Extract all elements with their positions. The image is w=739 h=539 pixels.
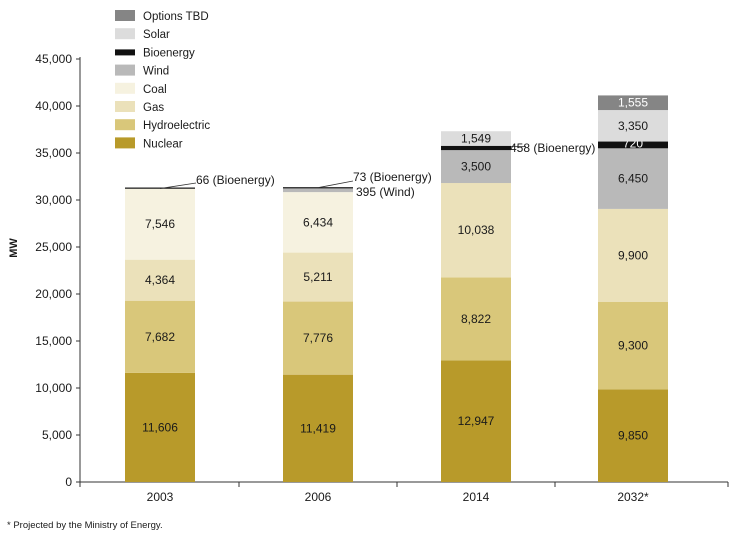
- x-tick-label: 2032*: [617, 490, 649, 504]
- bar-segment-bioenergy: [283, 187, 353, 189]
- x-tick-label: 2006: [305, 490, 332, 504]
- legend-label: Solar: [143, 29, 170, 41]
- x-tick-label: 2003: [147, 490, 174, 504]
- bar-segment-hydroelectric: [441, 277, 511, 361]
- legend-label: Gas: [143, 102, 164, 114]
- data-label: 8,822: [461, 312, 491, 326]
- data-label: 9,900: [618, 248, 648, 262]
- footnote: * Projected by the Ministry of Energy.: [7, 520, 163, 531]
- legend-swatch: [115, 119, 135, 131]
- data-label: 11,606: [142, 420, 178, 434]
- legend-swatch: [115, 101, 135, 112]
- data-label: 12,947: [458, 414, 495, 428]
- bar-segment-gas: [283, 252, 353, 302]
- x-tick-label: 2014: [463, 490, 490, 504]
- data-label: 4,364: [145, 273, 175, 287]
- legend-swatch: [115, 28, 135, 40]
- data-label: 1,555: [618, 96, 648, 110]
- data-label: 7,776: [303, 331, 333, 345]
- legend-swatch: [115, 82, 135, 94]
- bar-segment-coal: [283, 192, 353, 253]
- annotation-label: 66 (Bioenergy): [196, 173, 275, 187]
- y-tick-label: 30,000: [35, 193, 72, 207]
- bar-segment-wind: [598, 148, 668, 209]
- legend-label: Coal: [143, 84, 167, 96]
- data-label: 1,549: [461, 132, 491, 146]
- data-label: 5,211: [303, 270, 332, 284]
- y-tick-label: 40,000: [35, 99, 72, 113]
- data-label: 6,450: [618, 172, 648, 186]
- y-tick-label: 0: [65, 475, 72, 489]
- y-tick-label: 35,000: [35, 146, 72, 160]
- bar-segment-hydroelectric: [283, 301, 353, 375]
- bar-segment-bioenergy: [125, 187, 195, 189]
- bar-segment-nuclear: [598, 389, 668, 482]
- bar-segment-solar: [598, 110, 668, 142]
- bar-segment-wind: [441, 150, 511, 184]
- data-label: 9,850: [618, 429, 648, 443]
- y-tick-label: 20,000: [35, 287, 72, 301]
- y-tick-label: 5,000: [42, 428, 72, 442]
- data-label: 9,300: [618, 339, 648, 353]
- legend-swatch: [115, 64, 135, 76]
- bar-segment-bioenergy: [441, 145, 511, 151]
- y-tick-label: 25,000: [35, 240, 72, 254]
- annotation-leader: [159, 182, 197, 189]
- bar-segment-gas: [598, 208, 668, 302]
- annotation-leader: [317, 180, 354, 189]
- annotation-label: 395 (Wind): [356, 185, 415, 199]
- bar-segment-coal: [125, 188, 195, 260]
- bar-segment-hydroelectric: [598, 301, 668, 390]
- legend-label: Options TBD: [143, 11, 209, 23]
- bar-segment-wind: [283, 188, 353, 193]
- data-label: 11,419: [300, 421, 336, 435]
- bar-segment-nuclear: [125, 372, 195, 482]
- legend-label: Nuclear: [143, 138, 183, 150]
- bar-segment-bioenergy: [598, 141, 668, 149]
- legend-label: Bioenergy: [143, 47, 195, 59]
- y-axis-label: MW: [8, 238, 20, 258]
- legend-swatch: [115, 49, 135, 56]
- bar-segment-gas: [441, 183, 511, 278]
- bar-segment-solar: [441, 131, 511, 146]
- data-label: 3,500: [461, 160, 491, 174]
- data-label: 10,038: [458, 223, 495, 237]
- data-label: 3,350: [618, 119, 648, 133]
- data-label: 6,434: [303, 215, 333, 229]
- legend-swatch: [115, 137, 135, 149]
- bar-segment-nuclear: [283, 374, 353, 482]
- bar-segment-hydroelectric: [125, 300, 195, 373]
- bar-segment-options-tbd: [598, 95, 668, 111]
- legend-swatch: [115, 10, 135, 21]
- annotation-label: 73 (Bioenergy): [353, 170, 432, 184]
- annotation-label: 458 (Bioenergy): [510, 141, 595, 155]
- bar-segment-gas: [125, 259, 195, 301]
- bar-segment-nuclear: [441, 360, 511, 482]
- y-tick-label: 45,000: [35, 52, 72, 66]
- data-label: 7,546: [145, 217, 175, 231]
- data-label: 7,682: [145, 330, 175, 344]
- legend-label: Wind: [143, 66, 169, 78]
- legend-label: Hydroelectric: [143, 120, 210, 132]
- y-tick-label: 10,000: [35, 381, 72, 395]
- y-tick-label: 15,000: [35, 334, 72, 348]
